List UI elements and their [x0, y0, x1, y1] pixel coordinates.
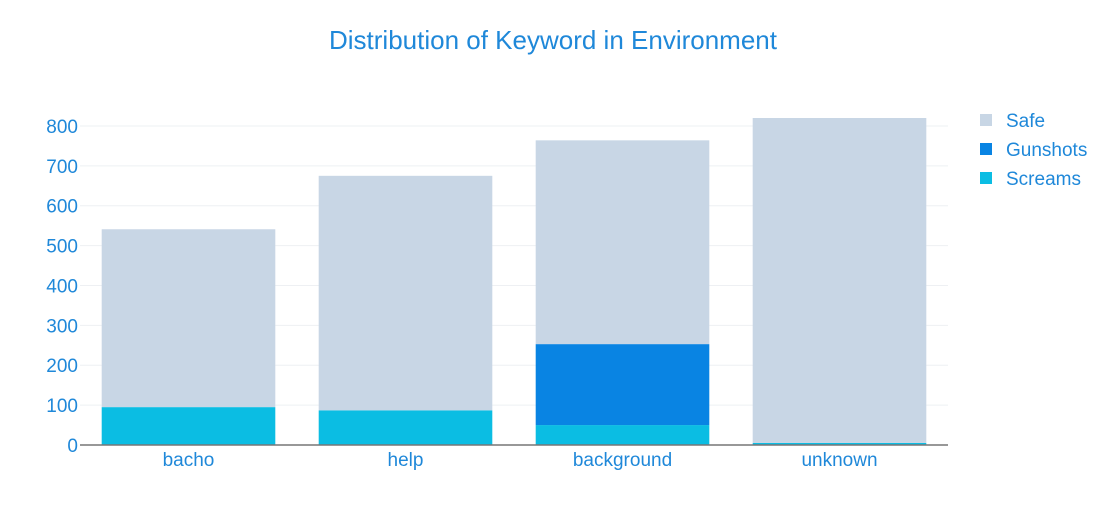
legend[interactable]: Safe Gunshots Screams: [980, 111, 1087, 190]
bar-safe-unknown[interactable]: [752, 118, 927, 444]
legend-swatch-screams[interactable]: [980, 172, 992, 184]
y-tick-label: 300: [46, 316, 78, 337]
y-tick-label: 200: [46, 356, 78, 377]
axis-layer: 0 100 200 300 400 500 600 700 800 bacho help backgr…: [46, 117, 948, 471]
x-tick-label: unknown: [801, 450, 877, 471]
bar-screams-unknown[interactable]: [752, 443, 927, 445]
bar-layer: [101, 118, 927, 445]
legend-swatch-safe[interactable]: [980, 114, 992, 126]
x-tick-label: background: [573, 450, 672, 471]
bar-safe-help[interactable]: [318, 175, 493, 411]
x-tick-label: help: [388, 450, 424, 471]
legend-label-safe[interactable]: Safe: [1006, 111, 1045, 132]
y-tick-label: 500: [46, 237, 78, 258]
y-tick-label: 800: [46, 117, 78, 138]
bar-screams-background[interactable]: [535, 425, 710, 445]
bar-screams-bacho[interactable]: [101, 407, 276, 445]
bar-screams-help[interactable]: [318, 410, 493, 445]
y-tick-label: 400: [46, 276, 78, 297]
chart-title: Distribution of Keyword in Environment: [329, 25, 778, 55]
legend-swatch-gunshots[interactable]: [980, 143, 992, 155]
y-tick-label: 700: [46, 157, 78, 178]
bar-gunshots-background[interactable]: [535, 344, 710, 426]
bar-safe-background[interactable]: [535, 140, 710, 345]
y-tick-label: 0: [67, 436, 78, 457]
y-tick-label: 600: [46, 197, 78, 218]
x-tick-label: bacho: [163, 450, 215, 471]
bar-safe-bacho[interactable]: [101, 229, 276, 408]
y-tick-label: 100: [46, 396, 78, 417]
legend-label-gunshots[interactable]: Gunshots: [1006, 140, 1087, 161]
legend-label-screams[interactable]: Screams: [1006, 169, 1081, 190]
